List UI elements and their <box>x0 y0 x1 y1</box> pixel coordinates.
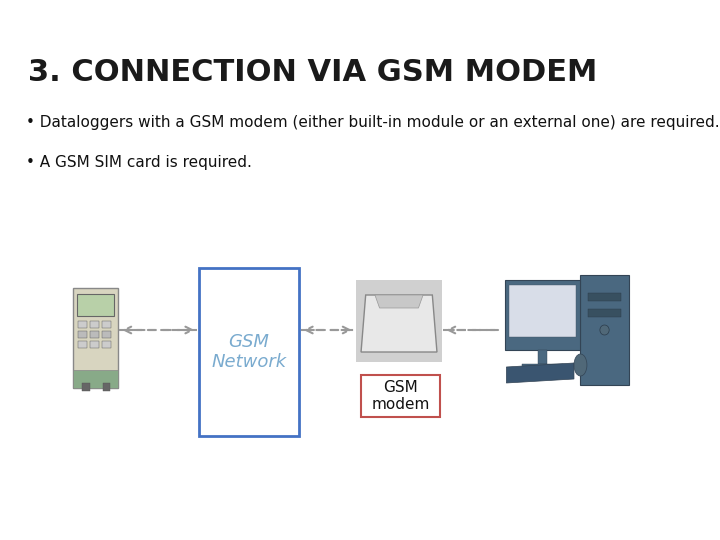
Bar <box>90 331 99 338</box>
Bar <box>361 375 440 417</box>
Bar <box>90 341 99 348</box>
Bar <box>509 285 576 337</box>
Circle shape <box>600 325 609 335</box>
Bar <box>199 268 299 436</box>
Text: GSM
Network: GSM Network <box>212 333 287 372</box>
Bar <box>73 370 117 388</box>
Text: GSM
modem: GSM modem <box>372 380 430 412</box>
Bar <box>580 275 629 385</box>
Text: • Dataloggers with a GSM modem (either built-in module or an external one) are r: • Dataloggers with a GSM modem (either b… <box>26 115 719 130</box>
Bar <box>78 341 87 348</box>
Bar <box>356 280 441 362</box>
Bar <box>78 331 87 338</box>
Bar <box>505 280 580 350</box>
Bar <box>102 321 111 328</box>
Bar <box>538 350 547 364</box>
Bar <box>102 341 111 348</box>
Polygon shape <box>506 363 574 383</box>
Text: • A GSM SIM card is required.: • A GSM SIM card is required. <box>26 155 252 170</box>
Bar <box>90 321 99 328</box>
Bar <box>522 364 563 371</box>
Polygon shape <box>375 295 423 308</box>
Bar <box>588 309 621 317</box>
Bar <box>77 294 114 316</box>
Bar <box>103 383 110 391</box>
Bar <box>588 293 621 301</box>
Bar <box>73 288 117 388</box>
Text: 3. CONNECTION VIA GSM MODEM: 3. CONNECTION VIA GSM MODEM <box>28 58 597 87</box>
Polygon shape <box>361 295 437 352</box>
Ellipse shape <box>574 354 587 376</box>
Bar <box>78 321 87 328</box>
Bar <box>102 331 111 338</box>
Bar <box>82 383 90 391</box>
